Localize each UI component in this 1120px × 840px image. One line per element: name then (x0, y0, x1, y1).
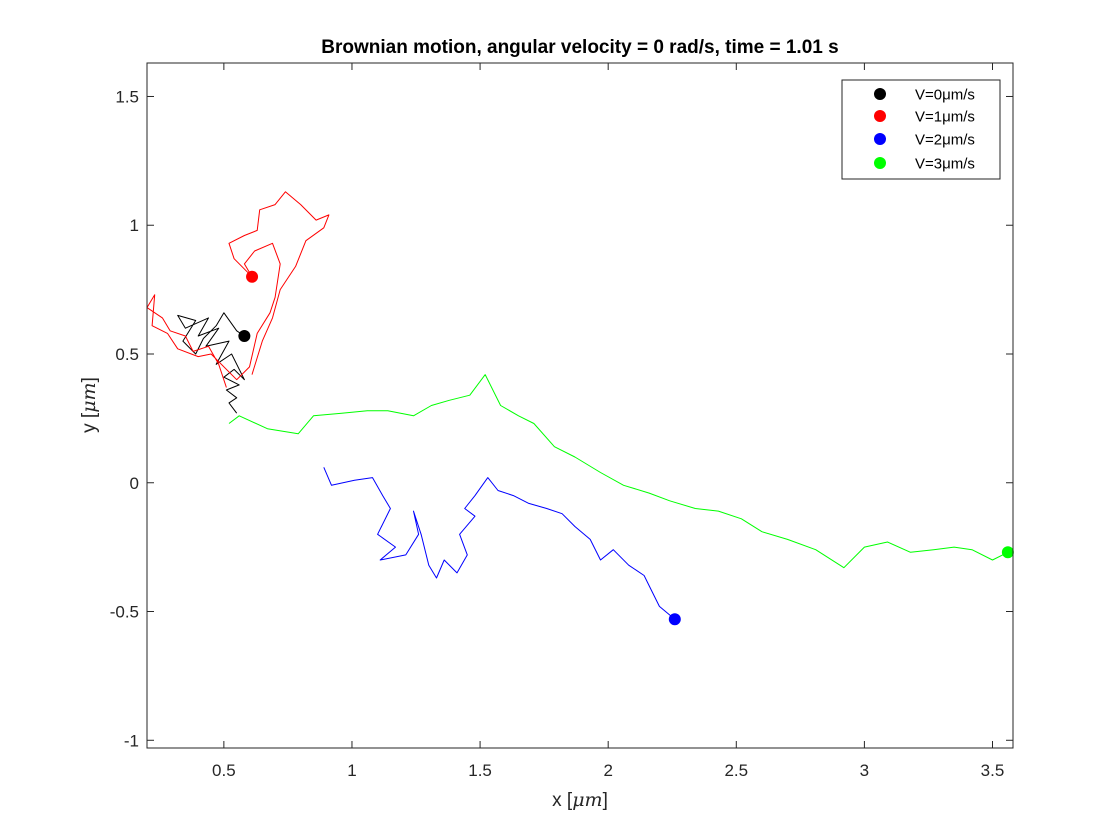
legend-marker-1 (874, 110, 886, 122)
y-tick-label: 0 (130, 474, 139, 493)
x-tick-label: 2 (603, 761, 612, 780)
y-axis-label-unit: μm (78, 382, 100, 412)
legend-label-2: V=2μm/s (915, 132, 975, 149)
y-tick-label: -0.5 (110, 603, 139, 622)
x-tick-label: 3 (860, 761, 869, 780)
trajectory-line-3 (228, 374, 1009, 569)
trajectory-line-0 (177, 312, 245, 414)
x-tick-label: 2.5 (724, 761, 748, 780)
x-tick-label: 3.5 (981, 761, 1005, 780)
x-axis-label-unit: μm (572, 789, 602, 811)
trajectory-line-1 (146, 191, 330, 388)
x-axis-label: x [μm] (552, 789, 608, 811)
x-tick-label: 0.5 (212, 761, 236, 780)
trajectory-line-2 (323, 467, 676, 620)
y-tick-label: 1.5 (115, 87, 139, 106)
endpoint-marker-1 (246, 270, 259, 283)
trajectory-endpoints (238, 270, 1014, 626)
legend-label-3: V=3μm/s (915, 156, 975, 173)
x-axis-label-suffix: ] (603, 790, 608, 811)
chart-title: Brownian motion, angular velocity = 0 ra… (321, 37, 838, 58)
y-axis-label-suffix: ] (79, 377, 100, 382)
legend: V=0μm/s V=1μm/s V=2μm/s V=3μm/s (841, 79, 1001, 180)
legend-label-1: V=1μm/s (915, 109, 975, 126)
legend-marker-2 (874, 133, 886, 145)
x-tick-label: 1 (347, 761, 356, 780)
endpoint-marker-2 (668, 613, 681, 626)
y-axis-ticks: -1 -0.5 0 0.5 1 1.5 (110, 87, 1013, 750)
legend-marker-0 (874, 88, 886, 100)
legend-box (841, 79, 1001, 180)
endpoint-marker-0 (238, 329, 251, 342)
y-tick-label: 0.5 (115, 345, 139, 364)
x-axis-label-prefix: x [ (552, 790, 573, 811)
y-axis-label: y [μm] (78, 377, 100, 433)
x-tick-label: 1.5 (468, 761, 492, 780)
legend-marker-3 (874, 157, 886, 169)
endpoint-marker-3 (1001, 546, 1014, 559)
y-tick-label: -1 (124, 731, 139, 750)
x-axis-ticks: 0.5 1 1.5 2 2.5 3 3.5 (212, 63, 1004, 780)
y-axis-label-prefix: y [ (79, 412, 100, 433)
trajectory-traces (146, 191, 1009, 620)
y-tick-label: 1 (130, 216, 139, 235)
legend-label-0: V=0μm/s (915, 87, 975, 104)
axes-box (146, 62, 1014, 749)
